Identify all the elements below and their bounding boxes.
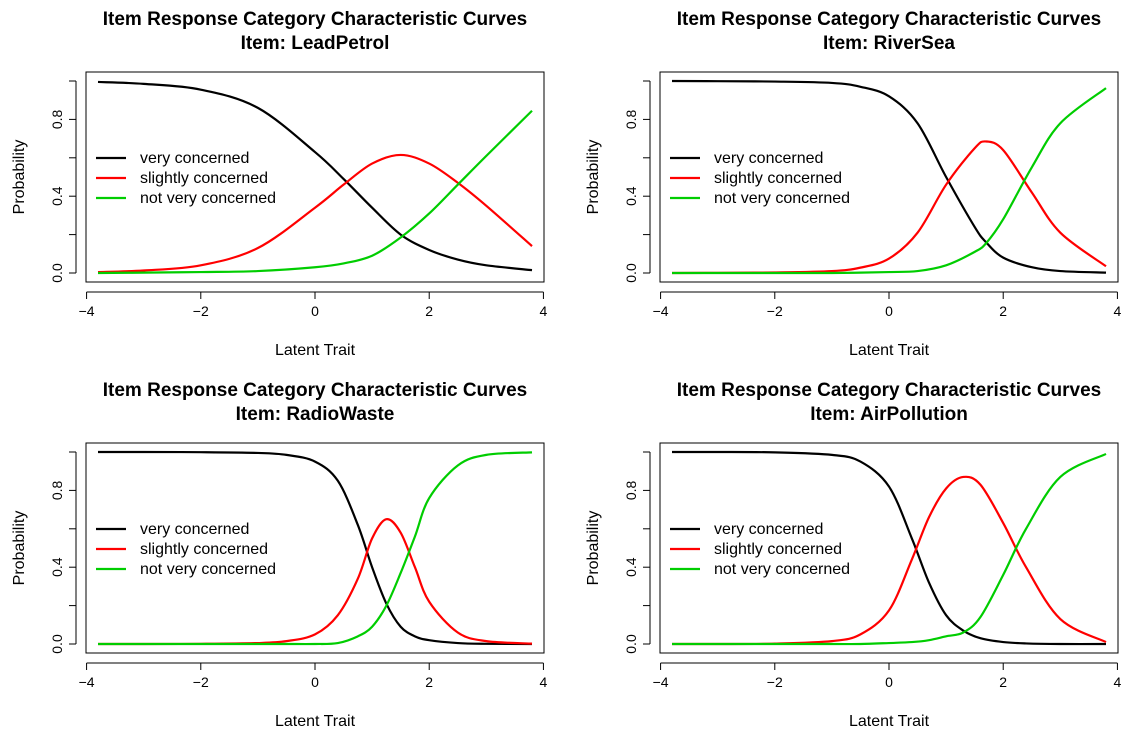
legend-label: not very concerned — [714, 561, 850, 578]
x-tick-label: 4 — [1114, 674, 1122, 690]
legend-label: not very concerned — [140, 561, 276, 578]
chart-title: Item Response Category Characteristic Cu… — [103, 9, 528, 30]
x-axis-label: Latent Trait — [849, 342, 930, 359]
chart-title: Item Response Category Characteristic Cu… — [677, 380, 1102, 401]
chart-panel: Item Response Category Characteristic Cu… — [585, 380, 1122, 730]
y-tick-label: 0.8 — [49, 480, 65, 500]
legend-label: slightly concerned — [714, 541, 842, 558]
x-tick-label: −2 — [767, 303, 783, 319]
plot-frame — [85, 442, 545, 654]
legend-label: very concerned — [140, 150, 249, 167]
y-tick-label: 0.0 — [623, 263, 639, 283]
series-line-1 — [671, 450, 1107, 646]
y-tick-label: 0.4 — [49, 557, 65, 577]
x-tick-label: 0 — [311, 303, 319, 319]
legend-label: very concerned — [714, 150, 823, 167]
y-tick-label: 0.8 — [623, 480, 639, 500]
series-line-1 — [97, 450, 533, 646]
x-tick-label: −4 — [653, 303, 669, 319]
x-tick-label: 4 — [540, 303, 548, 319]
legend-label: very concerned — [140, 521, 249, 538]
y-axis-label: Probability — [11, 511, 28, 586]
x-tick-label: −4 — [79, 303, 95, 319]
x-axis-label: Latent Trait — [849, 713, 930, 730]
x-tick-label: 2 — [425, 303, 433, 319]
chart-panel: Item Response Category Characteristic Cu… — [11, 380, 548, 730]
plot-frame — [659, 71, 1119, 283]
x-tick-label: −4 — [653, 674, 669, 690]
y-tick-label: 0.8 — [49, 109, 65, 129]
legend-label: very concerned — [714, 521, 823, 538]
legend-label: slightly concerned — [140, 541, 268, 558]
x-tick-label: 4 — [540, 674, 548, 690]
y-tick-label: 0.4 — [623, 557, 639, 577]
plot-frame — [659, 442, 1119, 654]
chart-subtitle: Item: RiverSea — [823, 33, 955, 54]
y-axis-label: Probability — [11, 140, 28, 215]
chart-title: Item Response Category Characteristic Cu… — [677, 9, 1102, 30]
x-tick-label: 2 — [999, 303, 1007, 319]
y-axis-label: Probability — [585, 511, 602, 586]
x-tick-label: 2 — [425, 674, 433, 690]
chart-panel: Item Response Category Characteristic Cu… — [11, 9, 548, 359]
y-tick-label: 0.4 — [49, 186, 65, 206]
legend-label: not very concerned — [714, 190, 850, 207]
x-tick-label: 0 — [311, 674, 319, 690]
y-tick-label: 0.8 — [623, 109, 639, 129]
legend-label: slightly concerned — [714, 170, 842, 187]
chart-subtitle: Item: RadioWaste — [236, 404, 395, 425]
x-tick-label: 0 — [885, 674, 893, 690]
y-tick-label: 0.0 — [49, 263, 65, 283]
series-line-3 — [672, 452, 1107, 646]
series-line-1 — [97, 80, 533, 272]
y-tick-label: 0.0 — [623, 634, 639, 654]
legend-label: slightly concerned — [140, 170, 268, 187]
x-axis-label: Latent Trait — [275, 713, 356, 730]
x-tick-label: 0 — [885, 303, 893, 319]
chart-subtitle: Item: LeadPetrol — [241, 33, 390, 54]
y-tick-label: 0.4 — [623, 186, 639, 206]
legend-label: not very concerned — [140, 190, 276, 207]
x-tick-label: 4 — [1114, 303, 1122, 319]
series-line-3 — [672, 87, 1107, 275]
x-tick-label: −4 — [79, 674, 95, 690]
x-tick-label: 2 — [999, 674, 1007, 690]
chart-subtitle: Item: AirPollution — [810, 404, 968, 425]
series-line-3 — [98, 451, 533, 646]
plot-frame — [85, 71, 545, 283]
series-line-1 — [671, 79, 1107, 274]
chart-title: Item Response Category Characteristic Cu… — [103, 380, 528, 401]
x-tick-label: −2 — [767, 674, 783, 690]
series-line-3 — [97, 109, 533, 275]
y-axis-label: Probability — [585, 140, 602, 215]
x-axis-label: Latent Trait — [275, 342, 356, 359]
x-tick-label: −2 — [193, 674, 209, 690]
y-tick-label: 0.0 — [49, 634, 65, 654]
chart-panel: Item Response Category Characteristic Cu… — [585, 9, 1122, 359]
x-tick-label: −2 — [193, 303, 209, 319]
